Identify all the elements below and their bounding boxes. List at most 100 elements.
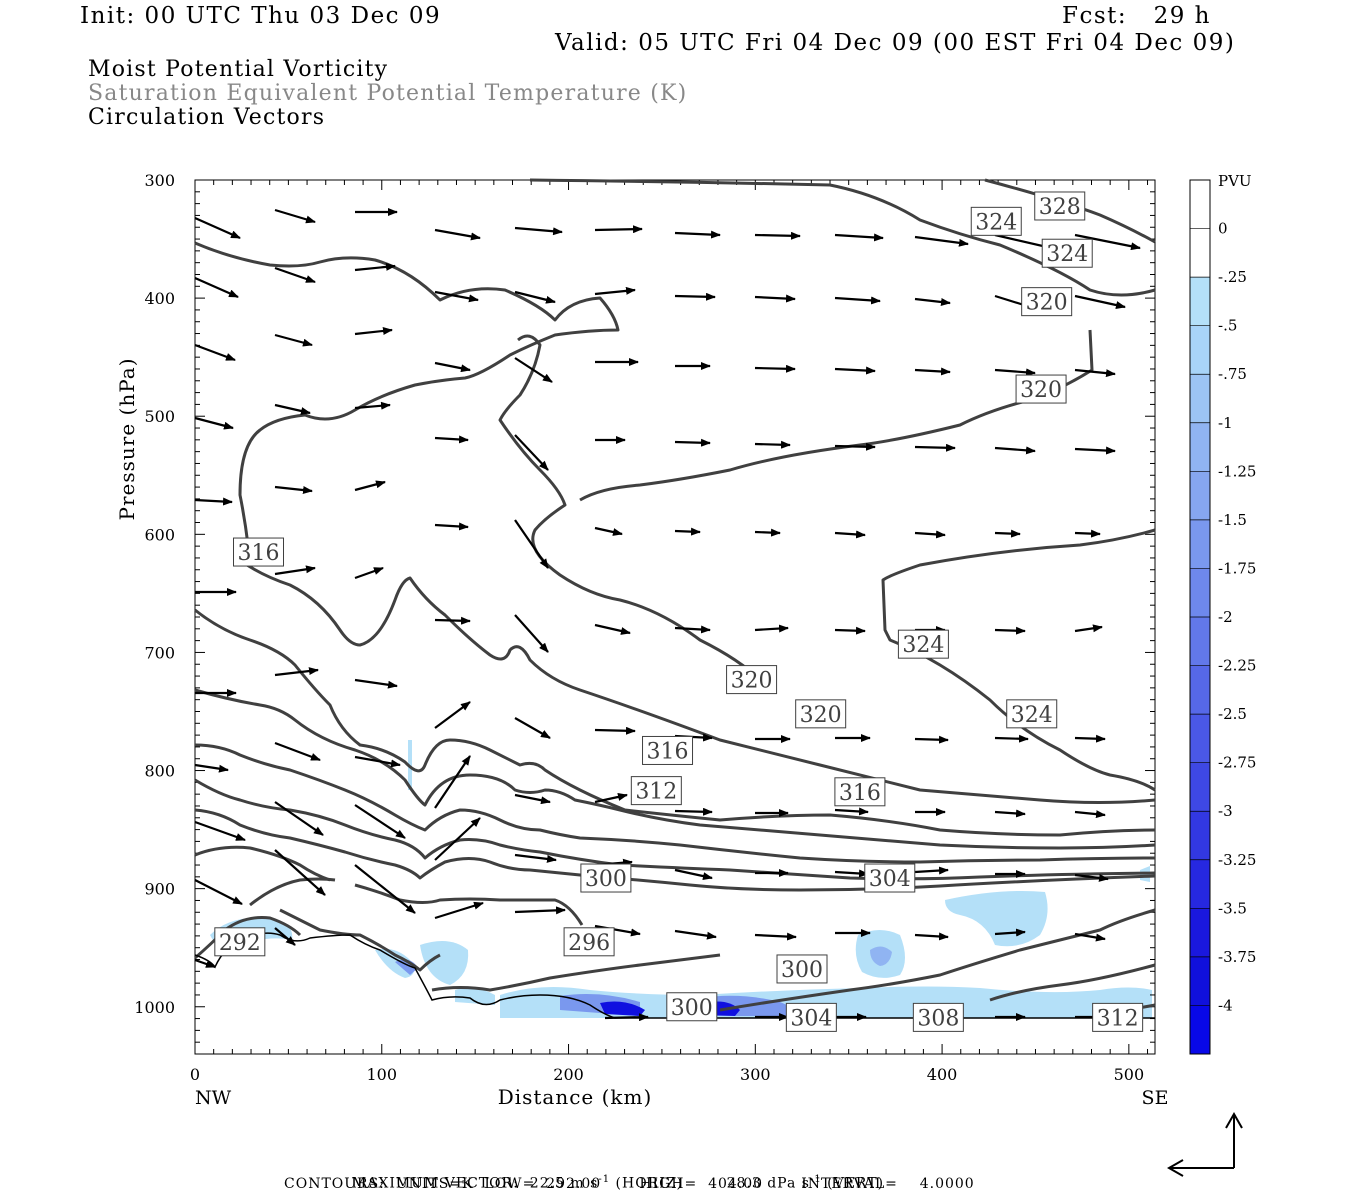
- colorbar-level-label: -.25: [1218, 268, 1247, 286]
- vector-arrow: [674, 230, 721, 239]
- vector-arrow: [674, 929, 717, 940]
- contour-label: 316: [642, 735, 694, 765]
- vector-arrow: [514, 614, 549, 653]
- max-horiz-tag: (HORIZ): [615, 1175, 683, 1192]
- vector-arrow: [514, 434, 549, 471]
- contour-label-box: [864, 863, 916, 893]
- vector-arrow: [1074, 446, 1116, 455]
- vector-arrow: [194, 276, 239, 299]
- contour-label-box: [666, 992, 718, 1022]
- colorbar-swatch: [1190, 811, 1210, 860]
- vector-arrow: [434, 361, 471, 373]
- contour-label-text: 320: [1026, 291, 1068, 316]
- contour-label: 320: [726, 665, 778, 695]
- colorbar-level-label: -1.75: [1218, 559, 1256, 577]
- contour-label-text: 300: [585, 867, 627, 892]
- contour-label-box: [785, 1002, 837, 1032]
- contour-label-text: 292: [219, 931, 261, 956]
- vector-arrow: [1074, 368, 1116, 378]
- vector-arrow: [594, 286, 636, 296]
- contour-label-box: [1006, 699, 1058, 729]
- contour-label-box: [642, 735, 694, 765]
- colorbar-swatch: [1190, 568, 1210, 617]
- vector-arrow: [274, 667, 319, 677]
- x-tick-label: 300: [740, 1065, 771, 1084]
- vector-arrow: [274, 208, 316, 224]
- vector-arrow: [914, 530, 946, 539]
- vector-arrow: [914, 932, 949, 941]
- footer-max-vector: MAXIMUM VECTOR: 22.5 m s-1 (HORIZ) 28.3 …: [341, 1158, 884, 1192]
- contour-label-box: [726, 665, 778, 695]
- vector-arrow: [354, 326, 393, 336]
- colorbar-level-label: -1.25: [1218, 462, 1256, 480]
- vector-arrow: [274, 403, 311, 415]
- colorbar-swatch: [1190, 422, 1210, 472]
- vector-arrow: [754, 932, 797, 941]
- contour-label-text: 296: [568, 931, 610, 956]
- colorbar-swatch: [1190, 956, 1210, 1006]
- pvu-colorbar: PVU 0 -.25 -.5 -.75 -1 -1.25 -1.5 -1.75 -2 -2.25 -2…: [1189, 172, 1256, 1055]
- vector-arrow: [514, 717, 551, 739]
- vector-arrow: [274, 801, 324, 836]
- vector-arrow: [514, 290, 556, 304]
- colorbar-level-label: -1.5: [1218, 511, 1247, 529]
- colorbar-level-label: -2.75: [1218, 754, 1256, 772]
- vector-arrow: [194, 416, 234, 430]
- vector-arrow: [514, 793, 551, 805]
- vector-arrow: [274, 565, 316, 576]
- contour-label: 320: [1015, 374, 1067, 404]
- colorbar-level-label: -3.25: [1218, 851, 1256, 869]
- vector-arrow: [994, 626, 1026, 635]
- vector-arrow: [274, 927, 296, 946]
- colorbar-level-label: -2.25: [1218, 657, 1256, 675]
- vector-arrow: [434, 755, 471, 809]
- vector-arrow: [914, 735, 949, 744]
- colorbar-level-label: -2.5: [1218, 705, 1247, 723]
- x-axis-title: Distance (km): [498, 1085, 653, 1109]
- colorbar-swatch: [1190, 859, 1210, 909]
- vector-arrow: [834, 530, 866, 539]
- colorbar-swatch: [1190, 714, 1210, 763]
- vector-arrow: [914, 297, 951, 306]
- colorbar-swatch: [1190, 665, 1210, 715]
- vector-arrow: [354, 804, 406, 839]
- x-tick-label: 100: [366, 1065, 397, 1084]
- contour-label: 324: [970, 206, 1022, 236]
- vector-arrow: [834, 869, 869, 878]
- colorbar-level-label: -3.5: [1218, 899, 1247, 917]
- vector-arrow: [434, 435, 469, 444]
- colorbar-swatch: [1190, 277, 1210, 326]
- contour-label-box: [795, 699, 847, 729]
- vector-arrow: [674, 292, 716, 301]
- y-tick-label: 700: [144, 643, 175, 662]
- contour-label: 312: [1092, 1002, 1144, 1032]
- vector-arrow: [994, 529, 1021, 538]
- vector-arrow: [834, 807, 869, 816]
- max-vert-tag: (VERT): [827, 1175, 885, 1192]
- contour-label-box: [563, 927, 615, 957]
- max-vert-exp: -1: [809, 1174, 822, 1185]
- contour-label-box: [776, 954, 828, 984]
- colorbar-level-label: -3: [1218, 802, 1233, 820]
- contour-label-text: 324: [1046, 242, 1088, 267]
- field-title-theta-es: Saturation Equivalent Potential Temperat…: [88, 81, 688, 106]
- colorbar-swatch: [1190, 908, 1210, 957]
- vector-arrow: [754, 528, 781, 537]
- init-time: Init: 00 UTC Thu 03 Dec 09: [80, 3, 442, 29]
- contour-label-box: [1041, 238, 1093, 268]
- vector-arrow: [674, 438, 711, 447]
- vector-arrow: [834, 296, 881, 305]
- contour-label-text: 312: [635, 780, 677, 805]
- contour-label-box: [630, 776, 682, 806]
- vector-arrow: [1074, 734, 1106, 743]
- vector-arrow: [354, 755, 401, 768]
- vector-arrow: [914, 443, 956, 452]
- colorbar-level-label: -3.75: [1218, 948, 1256, 966]
- vector-arrow: [834, 366, 876, 375]
- contour-label-text: 320: [731, 669, 773, 694]
- x-tick-label: 400: [927, 1065, 958, 1084]
- vector-arrow: [434, 817, 481, 861]
- vector-arrow: [194, 879, 243, 905]
- vector-arrow: [354, 262, 396, 272]
